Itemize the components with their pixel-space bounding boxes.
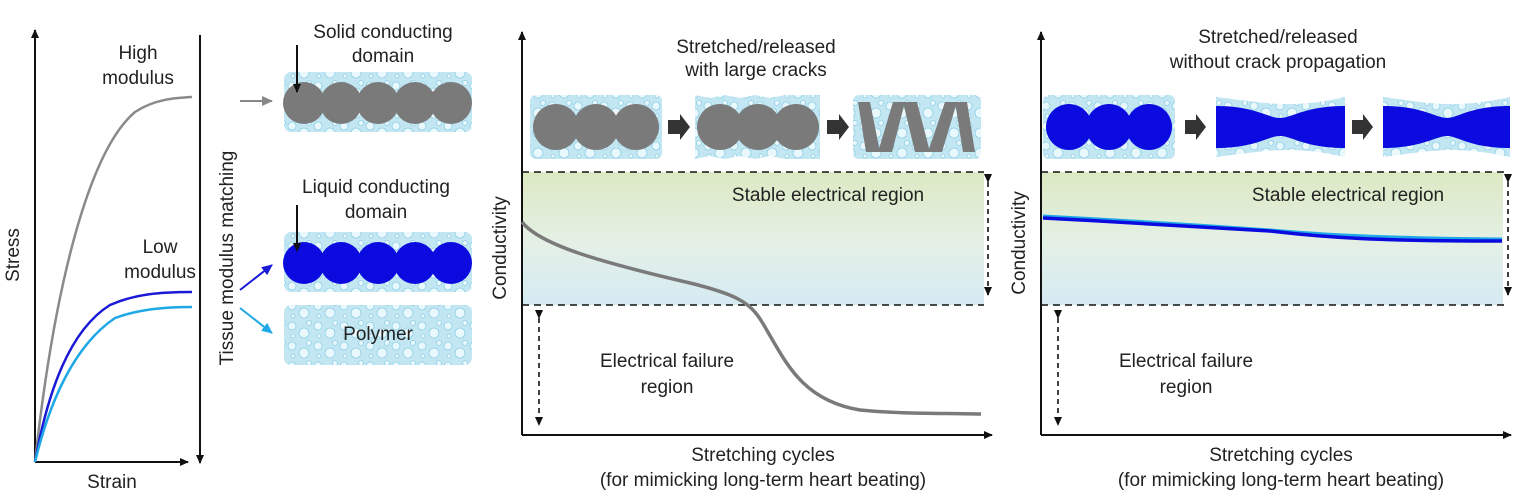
solid-particle [430,82,472,124]
arrow-to-liquid [239,264,273,291]
right-y-label: Conductivity [1009,191,1030,295]
polymer-block: Polymer [284,305,472,365]
solid-particle [697,104,743,150]
right-title-line1: Stretched/released [1198,27,1358,48]
middle-title-line1: Stretched/released [676,37,836,58]
middle-x-label-line2: (for mimicking long-term heart beating) [600,470,926,491]
middle-y-label: Conductivity [490,196,511,300]
solid-particle [573,104,619,150]
liquid-label-line1: Liquid conducting [302,177,450,198]
solid-label-line1: Solid conducting [313,22,452,43]
solid-particle [533,104,579,150]
liquid-conducting-block: Liquid conducting domain [283,177,472,292]
low-modulus-curve-dark [33,290,193,463]
crack-shard [928,102,957,152]
liquid-droplet [1086,104,1132,150]
liquid-conductivity-curve-dark [1042,216,1503,243]
strain-label: Strain [87,472,137,493]
right-x-label-line1: Stretching cycles [1209,445,1353,466]
liquid-droplet [283,242,325,284]
high-modulus-label-line2: modulus [102,68,174,89]
solid-particle [735,104,781,150]
polymer-matrix [284,305,472,365]
solid-particle [773,104,819,150]
high-modulus-label-line1: High [118,43,157,64]
solid-conducting-block: Solid conducting domain [283,22,472,132]
elongated-liquid-1 [1216,106,1345,148]
solid-conductivity-curve [520,220,982,416]
middle-failure-line2: region [641,377,694,398]
low-modulus-curve-light [33,305,193,463]
low-modulus-label-line2: modulus [124,262,196,283]
crack-shard [903,102,930,152]
liquid-droplet [357,242,399,284]
right-failure-line2: region [1160,377,1213,398]
solid-label-line2: domain [352,46,414,67]
solid-particle [394,82,436,124]
middle-x-label-line1: Stretching cycles [691,445,835,466]
liquid-droplet [430,242,472,284]
solid-particle [320,82,362,124]
crack-shard [878,102,905,152]
tissue-modulus-matching: Tissue modulus matching [196,35,238,464]
matching-label: Tissue modulus matching [217,151,238,366]
crack-shard [858,102,880,152]
right-failure-line1: Electrical failure [1119,351,1253,372]
stress-label: Stress [3,228,24,282]
middle-title-line2: with large cracks [684,60,827,81]
right-title-line2: without crack propagation [1169,52,1387,73]
solid-particle [613,104,659,150]
middle-failure-line1: Electrical failure [600,351,734,372]
liquid-droplet [1046,104,1092,150]
low-modulus-label-line1: Low [143,237,178,258]
sequence-arrow [668,114,690,140]
elongated-liquid-2 [1383,106,1510,148]
liquid-droplet [320,242,362,284]
middle-stable-label: Stable electrical region [732,185,924,206]
crack-shard [955,102,975,152]
polymer-label: Polymer [343,324,413,345]
solid-conductivity-panel: Stretched/released with large cracks Sta… [490,31,993,491]
right-stable-label: Stable electrical region [1252,185,1444,206]
right-x-label-line2: (for mimicking long-term heart beating) [1118,470,1444,491]
stable-region-band [522,172,984,305]
liquid-droplet [394,242,436,284]
liquid-conductivity-panel: Stretched/released without crack propaga… [1009,27,1512,491]
sequence-arrow [1352,114,1373,140]
solid-particle [357,82,399,124]
arrow-to-polymer [239,307,273,334]
liquid-droplet [1126,104,1172,150]
sequence-arrow [1185,114,1206,140]
stress-strain-plot: Stress Strain High modulus Low modulus [3,29,196,493]
liquid-label-line2: domain [345,202,407,223]
solid-particle [283,82,325,124]
high-modulus-curve [33,95,193,463]
sequence-arrow [827,114,849,140]
